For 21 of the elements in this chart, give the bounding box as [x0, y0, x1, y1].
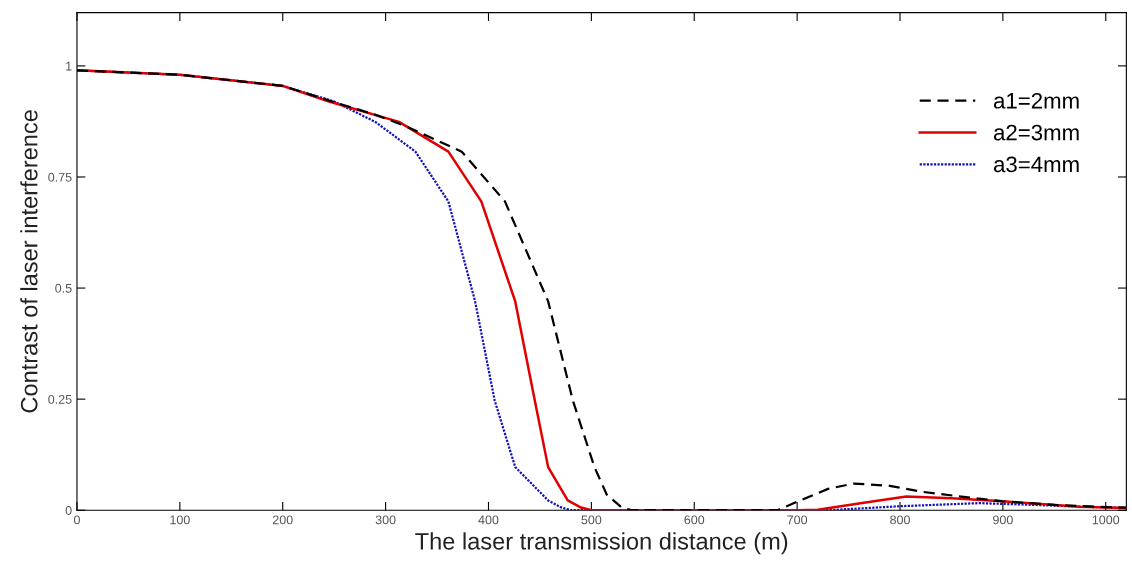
x-tick-label: 800 — [890, 515, 910, 525]
y-axis-title: Contrast of laser interference — [20, 110, 38, 413]
x-tick-label: 400 — [478, 515, 499, 525]
x-tick-label: 100 — [170, 515, 190, 525]
x-tick-label: 200 — [272, 515, 293, 525]
legend-label: a2=3mm — [993, 124, 1079, 141]
x-tick-label: 900 — [993, 515, 1013, 525]
x-tick-label: 1000 — [1092, 515, 1120, 525]
legend-label: a1=2mm — [993, 92, 1079, 109]
y-tick-label: 1 — [66, 61, 72, 71]
x-tick-label: 700 — [787, 515, 808, 525]
y-tick-label: 0.75 — [48, 172, 72, 182]
x-tick-label: 600 — [684, 515, 705, 525]
legend-label: a3=4mm — [993, 156, 1079, 173]
x-tick-label: 500 — [581, 515, 602, 525]
y-tick-label: 0.25 — [48, 394, 72, 404]
x-tick-label: 300 — [375, 515, 396, 525]
y-tick-label: 0.5 — [55, 283, 72, 293]
x-tick-label: 0 — [73, 515, 80, 525]
y-tick-label: 0 — [65, 506, 72, 515]
x-axis-title: The laser transmission distance (m) — [415, 532, 788, 555]
